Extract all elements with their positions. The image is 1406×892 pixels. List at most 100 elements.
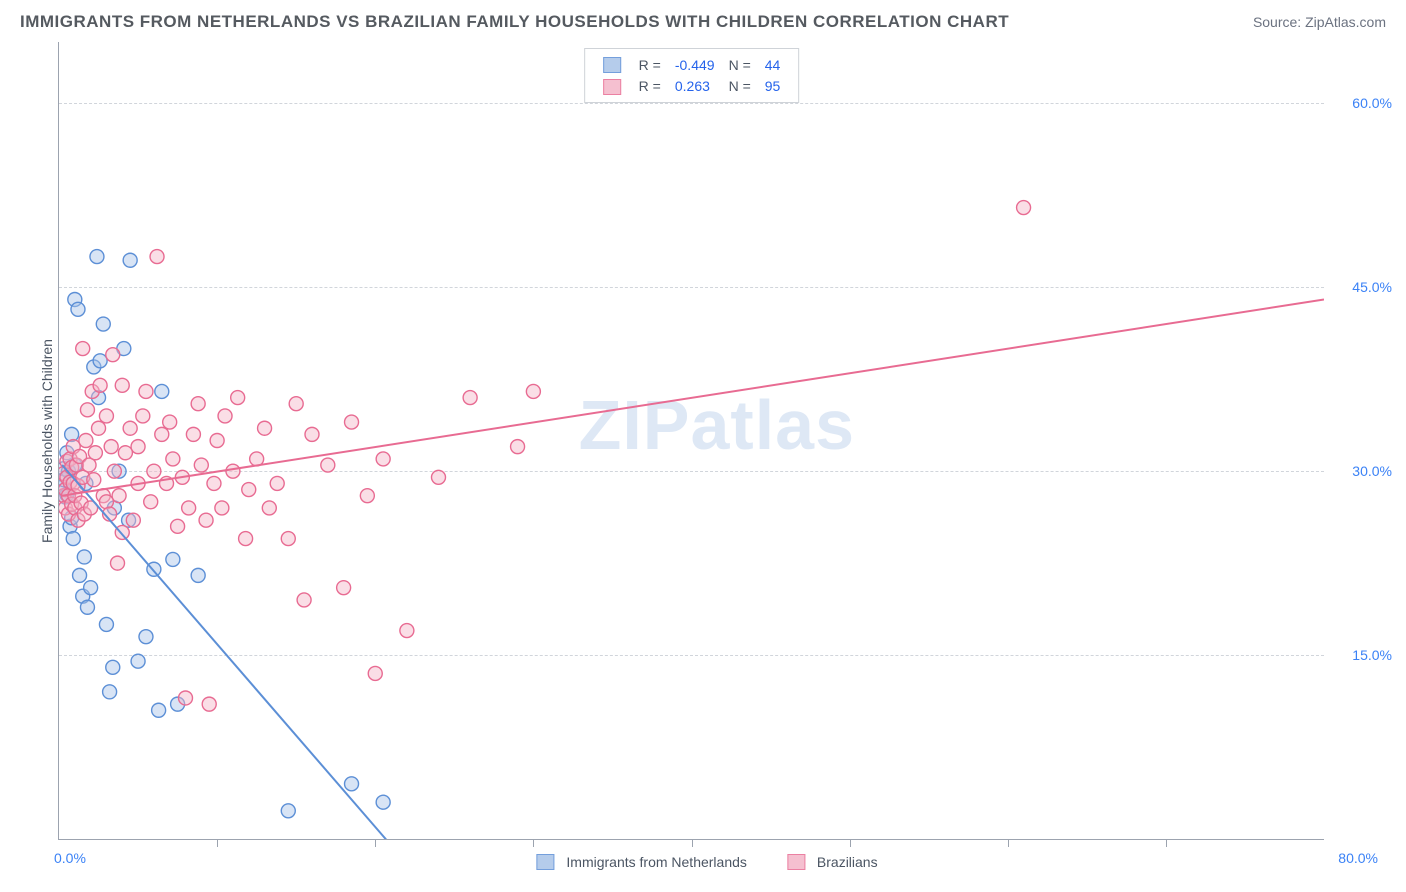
data-point	[194, 458, 208, 472]
regression-line	[62, 299, 1324, 495]
data-point	[191, 568, 205, 582]
data-point	[239, 532, 253, 546]
data-point	[103, 685, 117, 699]
data-point	[88, 446, 102, 460]
data-point	[376, 795, 390, 809]
y-tick-label: 15.0%	[1352, 647, 1392, 663]
data-point	[432, 470, 446, 484]
n-label: N =	[723, 76, 757, 95]
n-value-0: 44	[759, 55, 787, 74]
x-origin-label: 0.0%	[54, 850, 86, 866]
y-tick-label: 45.0%	[1352, 279, 1392, 295]
data-point	[73, 568, 87, 582]
data-point	[526, 384, 540, 398]
data-point	[107, 464, 121, 478]
r-value-0: -0.449	[669, 55, 721, 74]
legend-swatch-bottom-0	[536, 854, 554, 870]
data-point	[1017, 201, 1031, 215]
data-point	[147, 464, 161, 478]
data-point	[337, 581, 351, 595]
data-point	[155, 427, 169, 441]
data-point	[115, 378, 129, 392]
data-point	[281, 804, 295, 818]
data-point	[210, 434, 224, 448]
data-point	[155, 384, 169, 398]
plot-svg	[59, 42, 1324, 839]
data-point	[126, 513, 140, 527]
data-point	[199, 513, 213, 527]
data-point	[84, 581, 98, 595]
data-point	[136, 409, 150, 423]
source-label: Source: ZipAtlas.com	[1253, 14, 1386, 30]
data-point	[215, 501, 229, 515]
legend-label-0: Immigrants from Netherlands	[566, 854, 747, 870]
data-point	[166, 452, 180, 466]
data-point	[360, 489, 374, 503]
data-point	[163, 415, 177, 429]
data-point	[99, 409, 113, 423]
legend-swatch-1	[603, 79, 621, 95]
data-point	[270, 476, 284, 490]
data-point	[511, 440, 525, 454]
data-point	[93, 354, 107, 368]
data-point	[186, 427, 200, 441]
r-label: R =	[633, 55, 667, 74]
data-point	[258, 421, 272, 435]
data-point	[376, 452, 390, 466]
data-point	[96, 317, 110, 331]
data-point	[131, 440, 145, 454]
data-point	[218, 409, 232, 423]
data-point	[231, 391, 245, 405]
data-point	[144, 495, 158, 509]
y-tick-label: 60.0%	[1352, 95, 1392, 111]
data-point	[139, 384, 153, 398]
plot-area: Family Households with Children R = -0.4…	[58, 42, 1324, 840]
y-tick-label: 30.0%	[1352, 463, 1392, 479]
legend-label-1: Brazilians	[817, 854, 878, 870]
data-point	[87, 473, 101, 487]
data-point	[106, 660, 120, 674]
data-point	[242, 483, 256, 497]
data-point	[71, 302, 85, 316]
data-point	[80, 600, 94, 614]
data-point	[93, 378, 107, 392]
r-label: R =	[633, 76, 667, 95]
legend-swatch-0	[603, 57, 621, 73]
data-point	[123, 253, 137, 267]
data-point	[281, 532, 295, 546]
legend-row-series-0: R = -0.449 N = 44	[597, 55, 787, 74]
n-label: N =	[723, 55, 757, 74]
data-point	[150, 250, 164, 264]
x-tick	[850, 839, 851, 847]
data-point	[76, 342, 90, 356]
data-point	[289, 397, 303, 411]
chart-title: IMMIGRANTS FROM NETHERLANDS VS BRAZILIAN…	[20, 12, 1009, 32]
data-point	[79, 434, 93, 448]
x-tick	[1166, 839, 1167, 847]
data-point	[262, 501, 276, 515]
x-max-label: 80.0%	[1338, 850, 1378, 866]
data-point	[111, 556, 125, 570]
data-point	[104, 440, 118, 454]
legend-series: Immigrants from Netherlands Brazilians	[536, 854, 877, 870]
data-point	[207, 476, 221, 490]
legend-correlation: R = -0.449 N = 44 R = 0.263 N = 95	[584, 48, 800, 103]
data-point	[297, 593, 311, 607]
data-point	[123, 421, 137, 435]
data-point	[182, 501, 196, 515]
y-axis-label: Family Households with Children	[39, 339, 55, 543]
data-point	[106, 348, 120, 362]
data-point	[463, 391, 477, 405]
data-point	[131, 654, 145, 668]
legend-row-series-1: R = 0.263 N = 95	[597, 76, 787, 95]
data-point	[321, 458, 335, 472]
x-tick	[692, 839, 693, 847]
data-point	[139, 630, 153, 644]
data-point	[90, 250, 104, 264]
data-point	[99, 617, 113, 631]
data-point	[118, 446, 132, 460]
x-tick	[217, 839, 218, 847]
data-point	[400, 624, 414, 638]
data-point	[305, 427, 319, 441]
data-point	[368, 666, 382, 680]
